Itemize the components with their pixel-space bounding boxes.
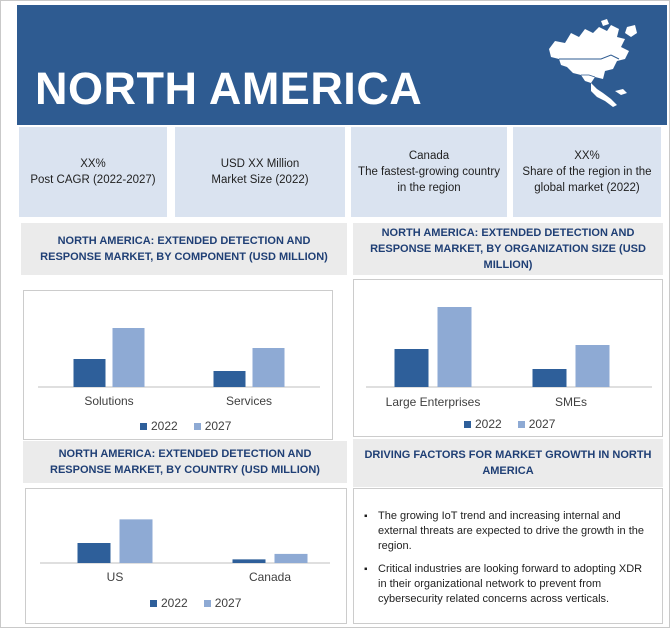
drivers-list: ▪ The growing IoT trend and increasing in… xyxy=(364,509,650,607)
country-bar-chart: US Canada xyxy=(40,519,330,584)
country-chart-panel: US Canada 2022 2027 xyxy=(25,488,347,624)
organization-section-heading: NORTH AMERICA: EXTENDED DETECTION AND RE… xyxy=(353,223,663,275)
legend-label-2022: 2022 xyxy=(475,417,502,431)
stat-region-share: XX% Share of the region in the global ma… xyxy=(513,127,661,217)
component-chart-legend: 2022 2027 xyxy=(140,419,231,433)
stat-cagr-label: Post CAGR (2022-2027) xyxy=(30,174,156,186)
drivers-section-heading: DRIVING FACTORS FOR MARKET GROWTH IN NOR… xyxy=(353,439,663,487)
driver-item: ▪ The growing IoT trend and increasing in… xyxy=(364,510,644,552)
legend-label-2027: 2027 xyxy=(204,419,232,433)
legend-swatch-2022 xyxy=(140,422,147,430)
country-section-heading: NORTH AMERICA: EXTENDED DETECTION AND RE… xyxy=(23,441,347,483)
stat-region-share-label: Share of the region in the global market… xyxy=(522,166,652,194)
category-label: US xyxy=(107,570,124,584)
bar-services-2022 xyxy=(213,371,246,387)
country-chart-legend: 2022 2027 xyxy=(150,596,241,610)
page-title: NORTH AMERICA xyxy=(35,63,423,114)
component-section-heading: NORTH AMERICA: EXTENDED DETECTION AND RE… xyxy=(21,223,347,275)
legend-label-2027: 2027 xyxy=(214,596,242,610)
organization-chart-legend: 2022 2027 xyxy=(464,417,555,431)
bar-smes-2022 xyxy=(532,369,567,387)
organization-chart-panel: Large Enterprises SMEs 2022 2027 xyxy=(353,279,663,437)
stat-market-size: USD XX Million Market Size (2022) xyxy=(175,127,345,217)
stat-region-share-value: XX% xyxy=(574,150,600,162)
header-banner: NORTH AMERICA xyxy=(17,5,667,125)
driver-text: Critical industries are looking forward … xyxy=(378,563,643,605)
stat-fastest-country-value: Canada xyxy=(408,150,450,162)
legend-label-2022: 2022 xyxy=(161,596,188,610)
stat-market-size-label: Market Size (2022) xyxy=(211,174,309,186)
bar-solutions-2022 xyxy=(73,359,106,387)
legend-label-2027: 2027 xyxy=(528,417,556,431)
category-label: Solutions xyxy=(84,394,133,408)
legend-swatch-2022 xyxy=(150,599,157,607)
bar-canada-2027 xyxy=(274,553,308,563)
bar-solutions-2027 xyxy=(112,328,145,387)
component-bar-chart: Solutions Services xyxy=(38,328,320,408)
bar-services-2027 xyxy=(252,348,285,387)
category-label: Canada xyxy=(249,570,291,584)
north-america-map-icon xyxy=(549,19,637,107)
driver-text: The growing IoT trend and increasing int… xyxy=(378,510,644,552)
legend-swatch-2022 xyxy=(464,420,471,428)
stat-market-size-value: USD XX Million xyxy=(220,158,300,170)
bar-canada-2022 xyxy=(232,559,266,563)
component-chart-panel: Solutions Services 2022 2027 xyxy=(23,290,333,440)
legend-swatch-2027 xyxy=(517,420,525,428)
drivers-panel: ▪ The growing IoT trend and increasing in… xyxy=(353,488,663,624)
organization-bar-chart: Large Enterprises SMEs xyxy=(366,307,652,409)
bar-smes-2027 xyxy=(575,345,610,387)
category-label: SMEs xyxy=(555,395,587,409)
category-label: Large Enterprises xyxy=(386,395,481,409)
stat-cagr-value: XX% xyxy=(80,158,106,170)
stat-fastest-country: Canada The fastest-growing country in th… xyxy=(351,127,507,217)
bar-us-2022 xyxy=(77,543,111,563)
legend-label-2022: 2022 xyxy=(151,419,178,433)
category-label: Services xyxy=(226,394,272,408)
legend-swatch-2027 xyxy=(203,599,211,607)
driver-item: ▪ Critical industries are looking forward… xyxy=(364,563,643,605)
stat-fastest-country-label: The fastest-growing country in the regio… xyxy=(358,166,500,194)
bar-us-2027 xyxy=(119,519,153,563)
bar-large-enterprises-2027 xyxy=(437,307,472,387)
legend-swatch-2027 xyxy=(193,422,201,430)
stat-cagr: XX% Post CAGR (2022-2027) xyxy=(19,127,167,217)
bar-large-enterprises-2022 xyxy=(394,349,429,387)
